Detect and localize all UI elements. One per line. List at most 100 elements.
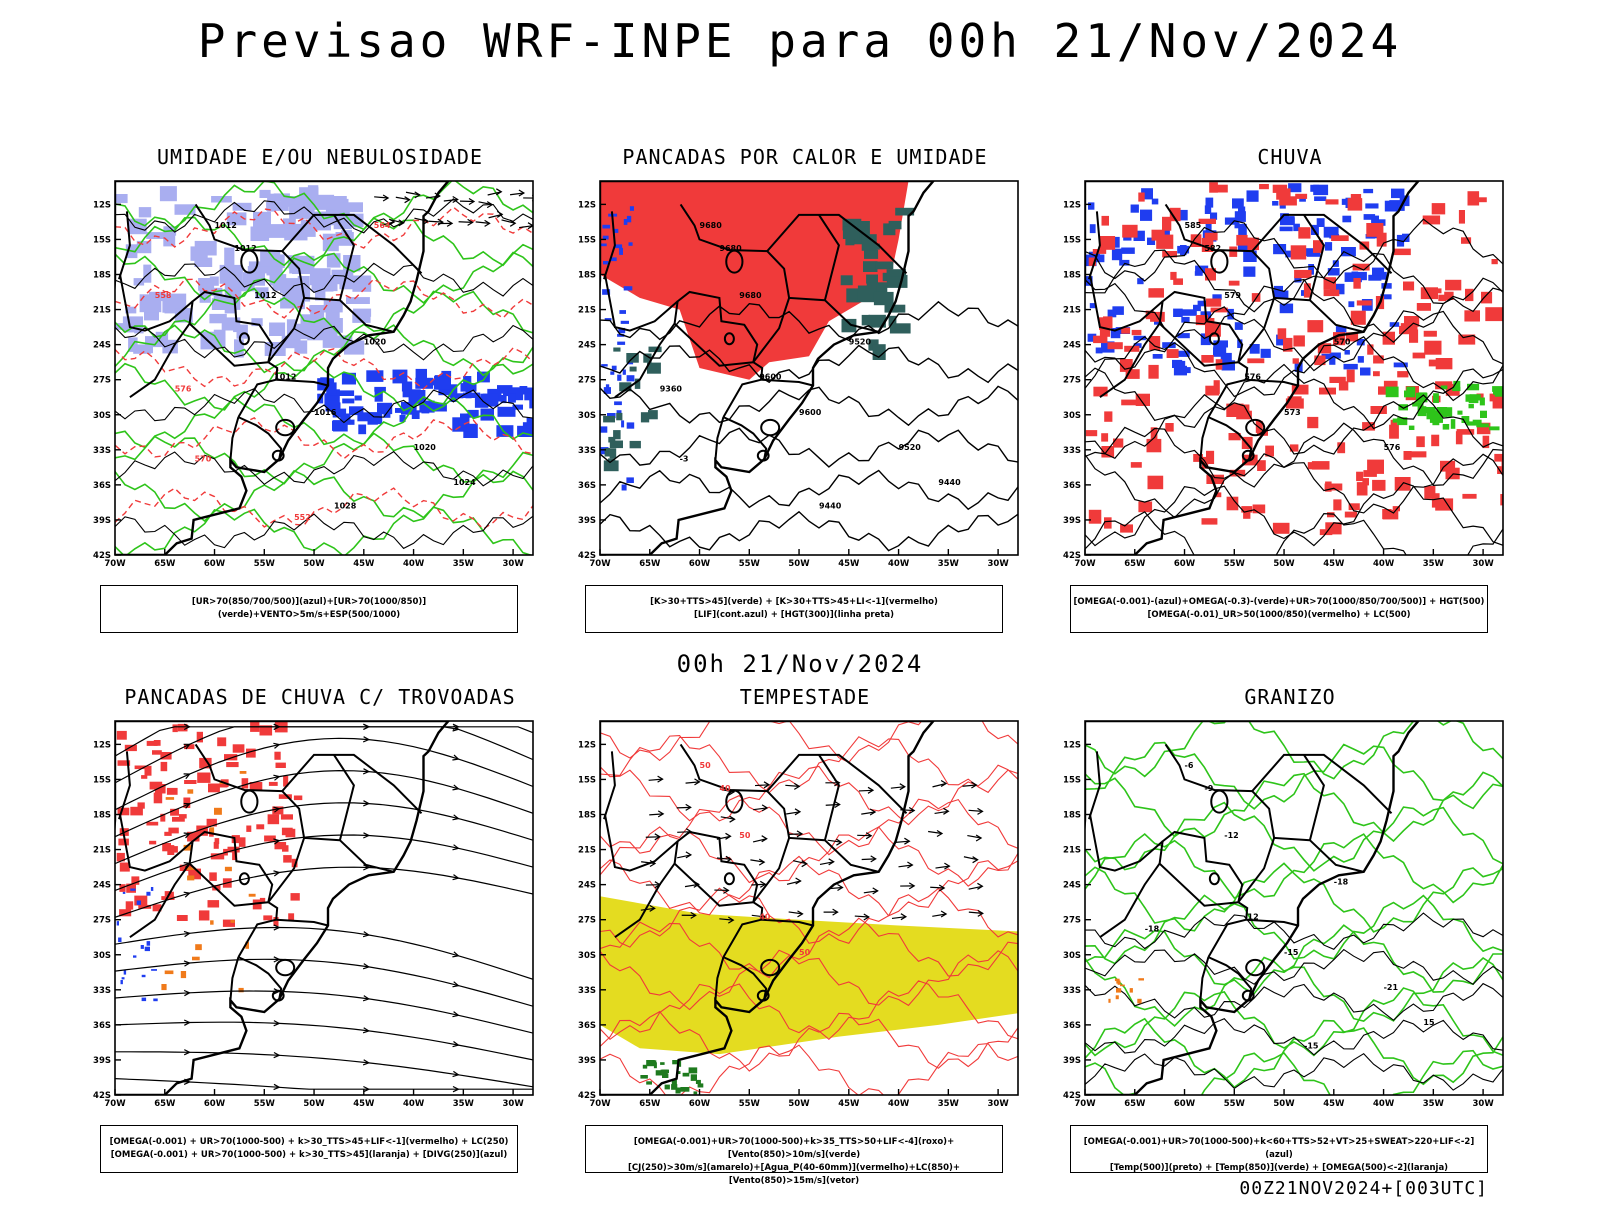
- lat-tick-label: 15S: [1063, 235, 1081, 245]
- legend-line: [LIF](cont.azul) + [HGT(300)](linha pret…: [586, 609, 1002, 622]
- lat-tick-label: 24S: [578, 341, 596, 351]
- lon-tick-label: 70W: [1074, 1099, 1096, 1109]
- contour-label: 570: [195, 455, 212, 464]
- lat-tick-label: 30S: [93, 951, 111, 961]
- legend-line: [OMEGA(-0.001)+UR>70(1000-500)+k>35_TTS>…: [586, 1136, 1002, 1162]
- lon-tick-label: 40W: [1373, 1099, 1395, 1109]
- lat-tick-label: 18S: [578, 811, 596, 821]
- contour-label: 1020: [364, 338, 387, 347]
- lon-tick-label: 65W: [1124, 1099, 1146, 1109]
- lat-tick-label: 24S: [1063, 881, 1081, 891]
- contour-label: 50: [700, 761, 712, 770]
- lat-tick-label: 21S: [93, 846, 111, 856]
- legend-line: [OMEGA(-0.001) + UR>70(1000-500) + k>30_…: [101, 1149, 517, 1162]
- lat-tick-label: 27S: [93, 916, 111, 926]
- lon-tick-label: 30W: [1472, 559, 1494, 569]
- lon-tick-label: 40W: [403, 1099, 425, 1109]
- contour-label: 552: [294, 513, 311, 522]
- lat-tick-label: 24S: [93, 341, 111, 351]
- lat-tick-label: 12S: [578, 740, 596, 750]
- contour-label: 1012: [254, 291, 276, 300]
- lon-tick-label: 65W: [154, 559, 176, 569]
- lon-tick-label: 70W: [104, 1099, 126, 1109]
- lon-tick-label: 30W: [1472, 1099, 1494, 1109]
- legend-line: [OMEGA(-0.001)+UR>70(1000-500)+k<60+TTS>…: [1071, 1136, 1487, 1162]
- lon-tick-label: 45W: [353, 559, 375, 569]
- lat-tick-label: 30S: [578, 951, 596, 961]
- lat-tick-label: 24S: [93, 881, 111, 891]
- contour-label: 579: [1224, 291, 1241, 300]
- lon-tick-label: 50W: [303, 559, 325, 569]
- lon-tick-label: 50W: [303, 1099, 325, 1109]
- contour-label: 9680: [739, 291, 762, 300]
- contour-label: -15: [1284, 948, 1299, 957]
- contour-label: 40: [759, 913, 771, 922]
- panel-title: UMIDADE E/OU NEBULOSIDADE: [80, 145, 560, 169]
- lat-tick-label: 15S: [1063, 775, 1081, 785]
- contour-label: 573: [1284, 408, 1301, 417]
- lon-tick-label: 35W: [453, 1099, 475, 1109]
- contour-label: 9600: [759, 373, 782, 382]
- lat-tick-label: 36S: [93, 1021, 111, 1031]
- map-umidade: 1012101210121012101610201020102410285765…: [80, 173, 560, 583]
- lat-tick-label: 33S: [1063, 446, 1081, 456]
- lon-tick-label: 55W: [739, 1099, 761, 1109]
- contour-label: 564: [374, 221, 391, 230]
- lat-tick-label: 27S: [578, 376, 596, 386]
- contour-label: 9520: [849, 338, 872, 347]
- panel-title: GRANIZO: [1050, 685, 1530, 709]
- lon-tick-label: 55W: [1224, 559, 1246, 569]
- contour-label: 570: [1334, 338, 1351, 347]
- lon-tick-label: 60W: [204, 559, 226, 569]
- map-pancadas-calor: 9680968096809600960095209520944094409360…: [565, 173, 1045, 583]
- lat-tick-label: 27S: [578, 916, 596, 926]
- lon-tick-label: 55W: [1224, 1099, 1246, 1109]
- contour-label: 9360: [660, 384, 683, 393]
- legend-line: [OMEGA(-0.001) + UR>70(1000-500) + k>30_…: [101, 1136, 517, 1149]
- lon-tick-label: 40W: [403, 559, 425, 569]
- lat-tick-label: 30S: [578, 411, 596, 421]
- panel-legend: [OMEGA(-0.001)-(azul)+OMEGA(-0.3)-(verde…: [1070, 585, 1488, 633]
- lat-tick-label: 39S: [1063, 516, 1081, 526]
- lat-tick-label: 18S: [93, 271, 111, 281]
- panel-title: CHUVA: [1050, 145, 1530, 169]
- contour-label: 576: [1244, 373, 1261, 382]
- contour-label: 9680: [719, 244, 742, 253]
- lon-tick-label: 60W: [689, 1099, 711, 1109]
- lon-tick-label: 30W: [502, 559, 524, 569]
- lon-tick-label: 70W: [589, 559, 611, 569]
- contour-label: 1028: [334, 501, 357, 510]
- lon-tick-label: 65W: [1124, 559, 1146, 569]
- contour-label: 1020: [414, 443, 437, 452]
- panel-title: TEMPESTADE: [565, 685, 1045, 709]
- legend-line: [OMEGA(-0.001)-(azul)+OMEGA(-0.3)-(verde…: [1071, 596, 1487, 609]
- map-tempestade: 504050405012S15S18S21S24S27S30S33S36S39S…: [565, 713, 1045, 1123]
- lon-tick-label: 40W: [888, 559, 910, 569]
- page-title: Previsao WRF-INPE para 00h 21/Nov/2024: [0, 14, 1600, 68]
- map-granizo: -6-9-12-12-15-18-2115-15-1812S15S18S21S2…: [1050, 713, 1530, 1123]
- lon-tick-label: 50W: [1273, 1099, 1295, 1109]
- legend-line: [K>30+TTS>45](verde) + [K>30+TTS>45+LI<-…: [586, 596, 1002, 609]
- lon-tick-label: 45W: [1323, 1099, 1345, 1109]
- contour-label: 1012: [215, 221, 237, 230]
- lat-tick-label: 39S: [1063, 1056, 1081, 1066]
- lon-tick-label: 70W: [1074, 559, 1096, 569]
- lat-tick-label: 27S: [1063, 916, 1081, 926]
- lat-tick-label: 30S: [93, 411, 111, 421]
- lat-tick-label: 15S: [93, 235, 111, 245]
- lon-tick-label: 50W: [788, 559, 810, 569]
- contour-label: 15: [1423, 1018, 1435, 1027]
- lat-tick-label: 36S: [578, 1021, 596, 1031]
- lat-tick-label: 30S: [1063, 951, 1081, 961]
- lat-tick-label: 24S: [578, 881, 596, 891]
- contour-label: 40: [719, 784, 731, 793]
- lat-tick-label: 18S: [93, 811, 111, 821]
- lat-tick-label: 33S: [578, 446, 596, 456]
- legend-line: [CJ(250)>30m/s](amarelo)+[Agua_P(40-60mm…: [586, 1162, 1002, 1188]
- lat-tick-label: 12S: [1063, 740, 1081, 750]
- lon-tick-label: 55W: [739, 559, 761, 569]
- lon-tick-label: 30W: [987, 559, 1009, 569]
